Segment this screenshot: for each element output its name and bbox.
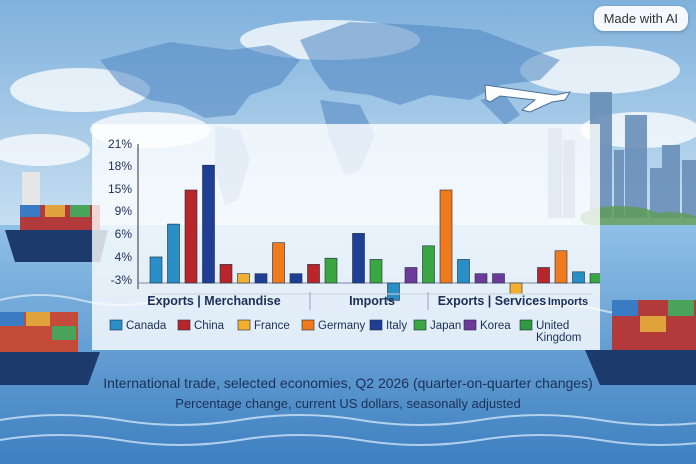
y-tick-label: -3% xyxy=(111,273,133,287)
bar-0-3 xyxy=(202,164,215,284)
legend-label-1: China xyxy=(194,320,225,332)
bar-1-1 xyxy=(369,259,383,284)
bar-1-5 xyxy=(439,189,453,284)
y-tick-label: 21% xyxy=(108,137,132,151)
legend-swatch-3 xyxy=(301,319,315,331)
bar-0-2 xyxy=(184,189,198,284)
bar-1-7 xyxy=(474,273,488,284)
bar-0-7 xyxy=(272,242,285,284)
legend-swatch-1 xyxy=(177,319,191,331)
bar-1-2 xyxy=(387,282,400,301)
bar-2-2 xyxy=(572,271,585,284)
group-label-0: Exports | Merchandise xyxy=(147,294,280,308)
group-label-2: Exports | Services xyxy=(438,294,546,308)
bar-2-3 xyxy=(589,273,600,284)
y-tick-label: 9% xyxy=(115,204,133,218)
legend-swatch-0 xyxy=(109,319,123,331)
legend-label-7: United xyxy=(536,320,569,332)
legend-label-6: Korea xyxy=(480,320,511,332)
bar-2-1 xyxy=(554,250,568,284)
legend-swatch-7 xyxy=(519,319,533,331)
legend-label-7-line2: Kingdom xyxy=(536,332,581,344)
chart-caption-subtitle: Percentage change, current US dollars, s… xyxy=(175,396,521,411)
bar-0-8 xyxy=(289,273,303,284)
bar-0-1 xyxy=(167,223,180,284)
legend-label-0: Canada xyxy=(126,320,167,332)
y-tick-label: 18% xyxy=(108,159,132,173)
container-ship-left-bottom xyxy=(0,312,100,385)
container-ship-right-bottom xyxy=(585,300,696,385)
legend-label-3: Germany xyxy=(318,320,366,332)
bar-0-5 xyxy=(237,273,250,284)
group-label-3: Imports xyxy=(548,296,588,308)
bar-0-10 xyxy=(324,257,338,284)
legend-swatch-4 xyxy=(369,319,383,331)
legend-swatch-6 xyxy=(463,319,477,331)
y-tick-label: 15% xyxy=(108,182,132,196)
bar-2-0 xyxy=(537,267,550,284)
chart-caption-title: International trade, selected economies,… xyxy=(103,375,593,391)
legend-swatch-5 xyxy=(413,319,427,331)
y-tick-label: 4% xyxy=(115,250,133,264)
bar-0-6 xyxy=(254,273,268,284)
bar-0-9 xyxy=(307,264,320,284)
bar-1-9 xyxy=(509,282,523,295)
bar-1-3 xyxy=(404,267,418,284)
legend-label-4: Italy xyxy=(386,320,407,332)
container-ship-left-top xyxy=(5,172,108,262)
y-tick-label: 6% xyxy=(115,227,133,241)
legend-label-2: France xyxy=(254,320,290,332)
bar-1-0 xyxy=(352,233,365,284)
bar-1-4 xyxy=(422,245,435,284)
airplane-icon xyxy=(484,84,572,113)
made-with-ai-badge: Made with AI xyxy=(593,6,688,31)
bar-1-8 xyxy=(492,273,505,284)
bar-0-0 xyxy=(149,256,163,284)
world-map-silhouette xyxy=(100,22,560,205)
legend-label-5: Japan xyxy=(430,320,461,332)
bar-1-6 xyxy=(457,259,470,284)
bar-chart: 21% 18% 15% 9% 6% 4% -3% Exports | Merchandise I… xyxy=(108,137,600,344)
group-label-1: Imports xyxy=(349,294,395,308)
bar-0-4 xyxy=(219,264,233,284)
legend-swatch-2 xyxy=(237,319,251,331)
